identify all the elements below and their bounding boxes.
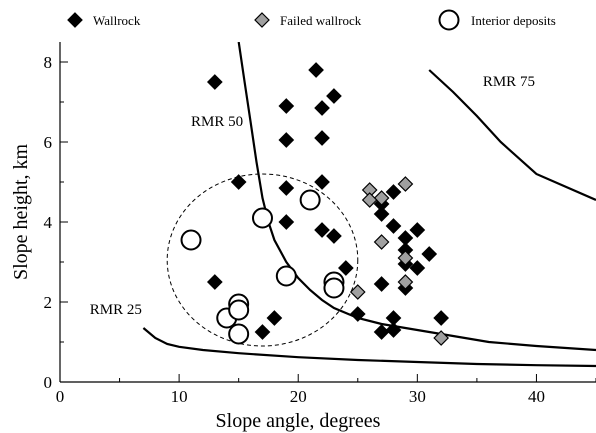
wallrock-point xyxy=(266,310,283,326)
curve-label: RMR 75 xyxy=(483,74,535,90)
legend-wallrock-marker xyxy=(67,12,83,28)
interior-deposits-point xyxy=(228,323,250,345)
interior-deposits-point xyxy=(323,277,345,299)
wallrock-point xyxy=(385,322,402,338)
y-tick-label: 0 xyxy=(44,373,53,392)
y-tick-label: 4 xyxy=(44,213,53,232)
failed-wallrock-point xyxy=(361,192,378,208)
wallrock-point xyxy=(206,274,223,290)
wallrock-point xyxy=(409,222,426,238)
interior-deposits-point xyxy=(228,299,250,321)
failed-wallrock-point xyxy=(349,284,366,300)
legend-interior-deposits-label: Interior deposits xyxy=(471,13,556,28)
interior-deposits-point xyxy=(251,207,273,229)
x-tick-label: 0 xyxy=(56,387,65,406)
wallrock-point xyxy=(373,206,390,222)
legend-wallrock-label: Wallrock xyxy=(93,13,141,28)
wallrock-point xyxy=(314,174,330,190)
wallrock-point xyxy=(230,174,247,190)
failed-wallrock-point xyxy=(433,330,450,346)
legend-failed-wallrock-label: Failed wallrock xyxy=(280,13,362,28)
wallrock-point xyxy=(326,228,342,244)
y-tick-label: 6 xyxy=(44,133,53,152)
interior-deposits-point xyxy=(275,265,297,287)
axes: 0 10 20 30 40 0 2 4 6 8 Slope angle, degrees Slope … xyxy=(10,42,596,432)
failed-wallrock-point xyxy=(373,234,390,250)
wallrock-point xyxy=(314,130,330,146)
wallrock-point xyxy=(314,222,330,238)
wallrock-point xyxy=(338,260,354,276)
wallrock-point xyxy=(254,324,271,340)
x-tick-label: 40 xyxy=(528,387,545,406)
x-tick-label: 20 xyxy=(290,387,307,406)
x-axis-title: Slope angle, degrees xyxy=(216,410,381,432)
legend: Wallrock Failed wallrock Interior deposits xyxy=(67,9,556,31)
wallrock-point xyxy=(421,246,438,262)
curve-rmr-75 xyxy=(428,69,596,202)
failed-wallrock-point xyxy=(397,274,414,290)
wallrock-point xyxy=(349,306,366,322)
failed-wallrock-point xyxy=(397,176,414,192)
wallrock-point xyxy=(206,74,223,90)
wallrock-point xyxy=(278,132,295,148)
failed-wallrock-point xyxy=(373,190,390,206)
wallrock-point xyxy=(409,260,426,276)
wallrock-point xyxy=(373,276,390,292)
interior-deposits-point xyxy=(299,189,321,211)
curve-rmr-25 xyxy=(142,327,596,368)
wallrock-point xyxy=(326,88,342,104)
wallrock-point xyxy=(385,218,402,234)
wallrock-point xyxy=(433,310,450,326)
interior-deposits-point xyxy=(180,229,202,251)
wallrock-point xyxy=(314,100,330,116)
wallrock-point xyxy=(385,184,402,200)
curve-label: RMR 50 xyxy=(191,114,243,130)
wallrock-point xyxy=(308,62,324,78)
x-tick-label: 10 xyxy=(171,387,188,406)
dashed-highlight-circle xyxy=(166,173,359,347)
curve-rmr-50 xyxy=(237,42,596,352)
x-tick-label: 30 xyxy=(409,387,426,406)
wallrock-point xyxy=(278,180,295,196)
y-tick-label: 8 xyxy=(44,53,53,72)
wallrock-point xyxy=(278,214,295,230)
legend-failed-wallrock-marker xyxy=(254,12,270,28)
legend-interior-deposits-marker xyxy=(438,9,460,31)
curve-label: RMR 25 xyxy=(90,302,142,318)
wallrock-point xyxy=(278,98,295,114)
y-axis-title: Slope height, km xyxy=(10,144,32,281)
wallrock-point xyxy=(373,324,390,340)
y-tick-label: 2 xyxy=(44,293,53,312)
failed-wallrock-point xyxy=(397,250,414,266)
